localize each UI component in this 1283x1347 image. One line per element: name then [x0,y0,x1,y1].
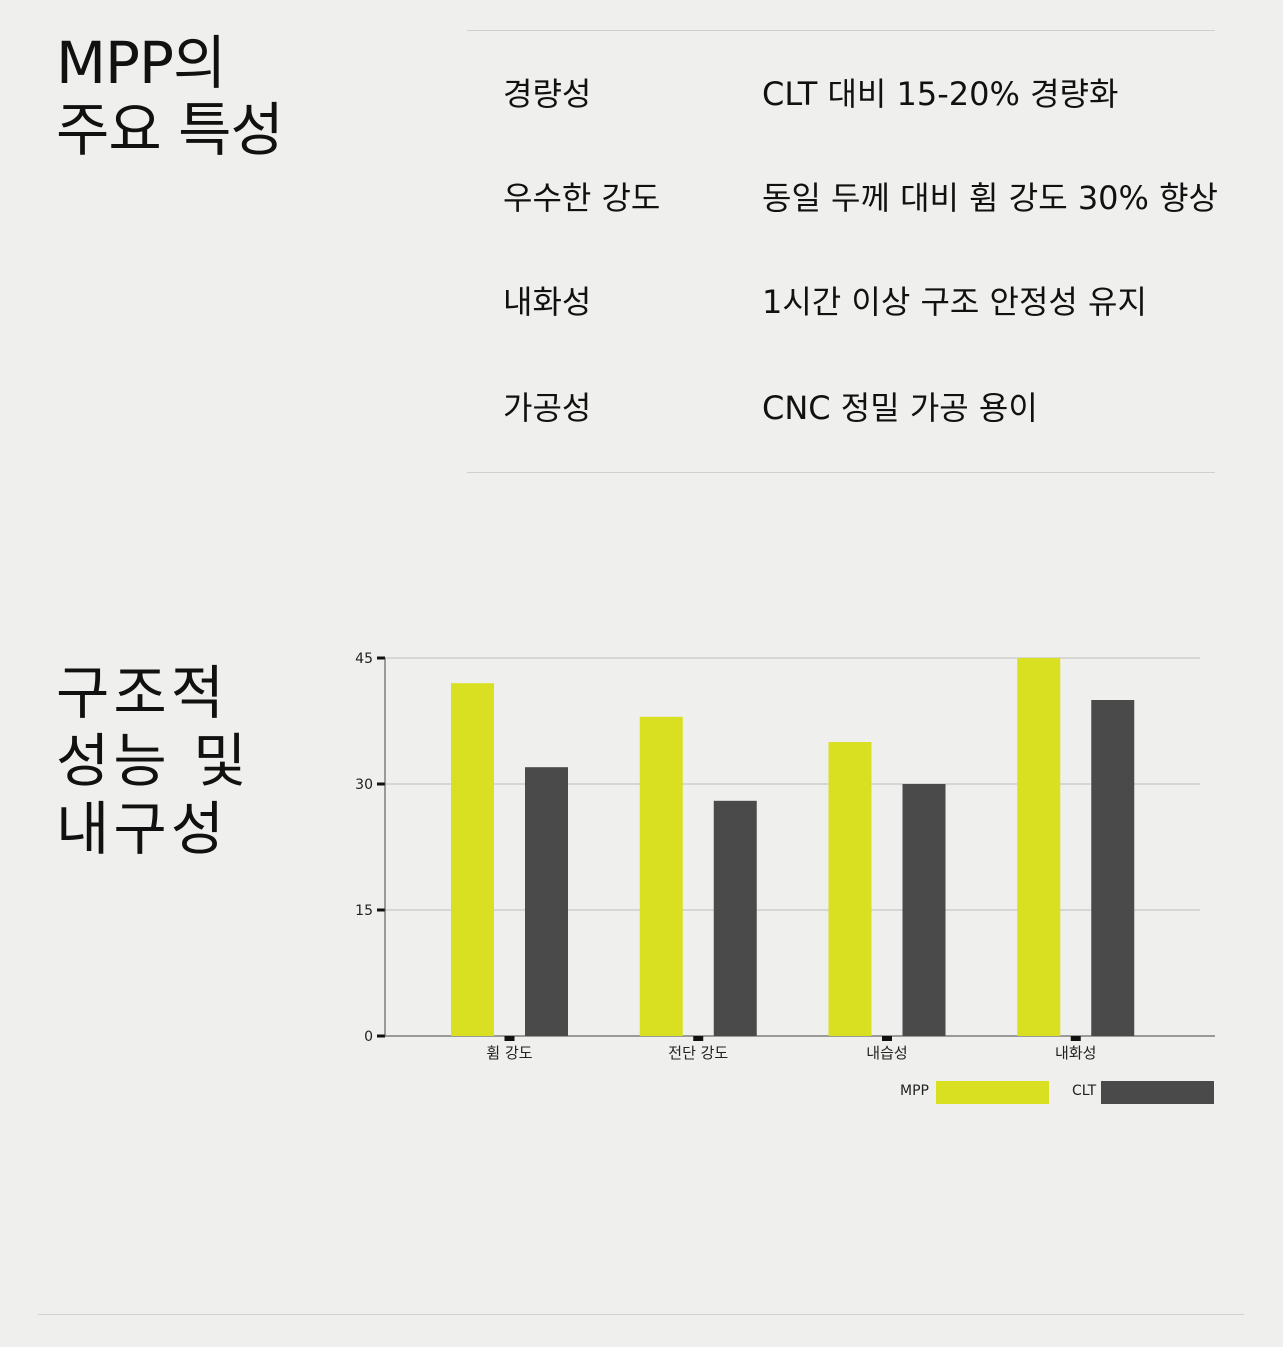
property-label: 내화성 [503,283,592,321]
section-title-characteristics: MPP의 주요 특성 [56,29,284,165]
property-label: 경량성 [503,75,592,113]
bar-clt [525,767,568,1036]
bar-clt [1091,700,1135,1036]
x-tick-label: 휨 강도 [486,1044,532,1062]
property-value: 1시간 이상 구조 안정성 유지 [762,283,1147,321]
property-label: 우수한 강도 [503,179,661,217]
title-line: 주요 특성 [56,96,284,165]
bar-mpp [639,716,683,1036]
footer-divider [38,1314,1244,1315]
title-line: 성능 및 [56,726,251,795]
bar-mpp [828,742,872,1036]
y-tick-label: 0 [364,1029,373,1045]
section-title-performance: 구조적 성능 및 내구성 [56,659,251,864]
bar-clt [713,800,757,1036]
bar-mpp [1017,658,1061,1036]
x-tick-label: 전단 강도 [668,1044,728,1062]
property-value: CLT 대비 15-20% 경량화 [762,75,1119,113]
x-tick-mark [1070,1036,1081,1041]
performance-bar-chart: 0 15 30 45 휨 강도 전단 강도 내습성 내화성 MPP CLT [355,651,1215,1104]
y-tick-mark [377,782,385,786]
x-tick-mark [693,1036,704,1041]
bar-mpp [451,683,494,1036]
title-line: MPP의 [56,29,226,97]
y-tick-mark [377,908,385,912]
title-line: 내구성 [56,794,229,863]
characteristics-table: 경량성 CLT 대비 15-20% 경량화 우수한 강도 동일 두께 대비 휨 … [467,30,1218,473]
y-tick-label: 30 [355,777,373,793]
y-tick-label: 45 [355,651,373,667]
legend-swatch [1101,1081,1214,1104]
x-tick-label: 내화성 [1055,1044,1096,1062]
property-value: 동일 두께 대비 휨 강도 30% 향상 [762,179,1218,217]
y-tick-label: 15 [355,903,373,919]
bar-clt [902,784,946,1036]
x-tick-label: 내습성 [866,1044,907,1062]
legend-label: CLT [1072,1083,1097,1099]
legend-label: MPP [900,1083,929,1099]
x-tick-mark [882,1036,892,1041]
legend-swatch [936,1081,1049,1104]
title-line: 구조적 [56,659,229,727]
x-tick-mark [504,1036,515,1041]
property-value: CNC 정밀 가공 용이 [762,389,1038,427]
y-tick-mark [377,1034,385,1038]
property-label: 가공성 [503,389,592,427]
y-tick-mark [377,656,385,660]
